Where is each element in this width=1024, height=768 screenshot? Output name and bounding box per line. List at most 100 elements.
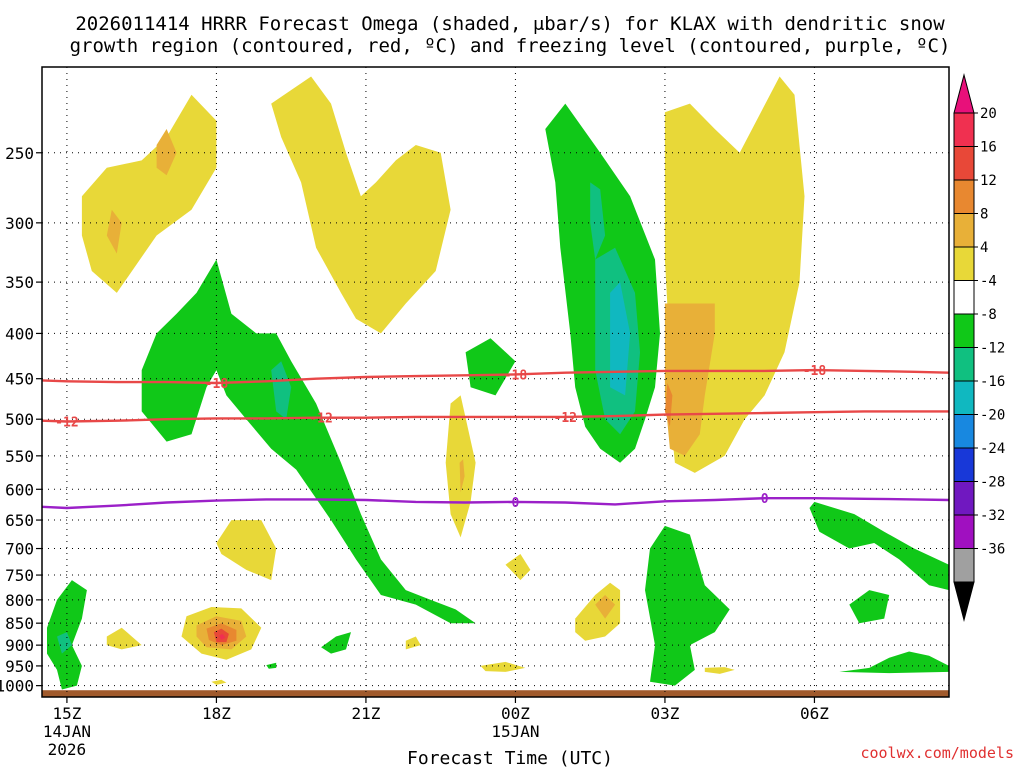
x-tick-date-00Z: 15JAN — [491, 722, 539, 741]
x-tick-label-15Z: 15Z — [52, 704, 81, 723]
colorbar-swatch-5 — [953, 280, 975, 315]
y-tick-label-950: 950 — [5, 657, 34, 676]
colorbar: 20 16 12 8 4 -4 -8 -12 -16 -20 -24 -28 -32 -36 — [953, 73, 1005, 622]
contour-label-1-0: -12 — [55, 416, 78, 431]
credit-text: coolwx.com/models — [860, 744, 1014, 762]
colorbar-label-10: -24 — [980, 441, 1005, 457]
contour-label-1-2: -12 — [554, 411, 577, 426]
y-tick-label-250: 250 — [5, 144, 34, 163]
contour-line-0 — [42, 368, 949, 385]
colorbar-swatch-9 — [953, 414, 975, 449]
colorbar-label-2: 12 — [980, 173, 997, 189]
y-tick-label-1000: 1000 — [0, 677, 34, 696]
colorbar-label-9: -20 — [980, 408, 1005, 424]
colorbar-label-13: -36 — [980, 542, 1005, 558]
y-tick-label-750: 750 — [5, 566, 34, 585]
contour-label-2-1: 0 — [761, 492, 769, 507]
colorbar-swatch-13 — [953, 548, 975, 583]
colorbar-label-8: -16 — [980, 374, 1005, 390]
colorbar-swatch-12 — [953, 514, 975, 549]
omega-region-8 — [141, 259, 476, 624]
chart-title-line-1: 2026011414 HRRR Forecast Omega (shaded, … — [75, 13, 945, 35]
omega-region-29 — [106, 627, 142, 650]
omega-region-34 — [480, 661, 526, 672]
colorbar-label-7: -12 — [980, 341, 1005, 357]
colorbar-label-4: 4 — [980, 240, 988, 256]
omega-region-3 — [271, 76, 451, 334]
x-tick-label-00Z: 00Z — [501, 704, 530, 723]
omega-region-38 — [211, 679, 227, 685]
colorbar-swatch-7 — [953, 347, 975, 382]
y-tick-label-850: 850 — [5, 614, 34, 633]
y-axis: 250 300 350 400 450 500 550 600 650 700 750 800 850 9… — [0, 144, 42, 696]
colorbar-label-11: -28 — [980, 475, 1005, 491]
omega-region-14 — [610, 282, 631, 396]
y-tick-label-300: 300 — [5, 214, 34, 233]
omega-region-22 — [266, 662, 277, 669]
ground-layer — [42, 690, 949, 697]
y-tick-label-600: 600 — [5, 480, 34, 499]
omega-region-23 — [216, 520, 277, 581]
contour-label-1-1: -12 — [309, 412, 332, 427]
omega-region-35 — [575, 582, 621, 641]
chart-title-line-2: growth region (contoured, red, ºC) and f… — [70, 35, 951, 57]
x-axis-label: Forecast Time (UTC) — [407, 748, 613, 768]
omega-region-21 — [321, 632, 351, 654]
omega-region-6 — [664, 383, 673, 427]
colorbar-label-6: -8 — [980, 307, 997, 323]
y-tick-label-400: 400 — [5, 324, 34, 343]
colorbar-label-3: 8 — [980, 207, 988, 223]
colorbar-swatch-4 — [953, 246, 975, 281]
omega-region-9 — [271, 361, 292, 420]
contour-label-0-0: -18 — [205, 377, 229, 392]
contour-layer: -18 -18 -18 -12 -12 -12 0 0 — [42, 364, 949, 511]
omega-region-36 — [595, 595, 616, 619]
omega-region-5 — [664, 303, 715, 456]
plot-area: -18 -18 -18 -12 -12 -12 0 0 — [41, 66, 950, 698]
colorbar-bottom-arrow — [953, 581, 975, 622]
colorbar-swatch-6 — [953, 313, 975, 348]
omega-region-32 — [459, 459, 465, 493]
contour-label-0-1: -18 — [504, 368, 528, 383]
omega-region-2 — [106, 209, 122, 254]
omega-region-19 — [849, 590, 890, 624]
y-tick-label-700: 700 — [5, 540, 34, 559]
contour-line-2 — [42, 497, 949, 510]
plot-frame — [41, 66, 950, 698]
colorbar-swatch-11 — [953, 481, 975, 516]
omega-region-33 — [505, 554, 531, 581]
omega-region-28 — [218, 633, 226, 640]
colorbar-label-12: -32 — [980, 508, 1005, 524]
omega-region-1 — [156, 129, 177, 176]
colorbar-label-0: 20 — [980, 106, 997, 122]
y-tick-label-650: 650 — [5, 511, 34, 530]
x-tick-label-18Z: 18Z — [202, 704, 231, 723]
omega-region-12 — [590, 182, 606, 260]
omega-region-10 — [465, 338, 516, 396]
x-tick-label-21Z: 21Z — [351, 704, 380, 723]
colorbar-swatch-8 — [953, 380, 975, 415]
colorbar-swatch-3 — [953, 213, 975, 248]
colorbar-swatch-0 — [953, 112, 975, 147]
omega-region-37 — [704, 667, 735, 674]
colorbar-swatch-1 — [953, 146, 975, 181]
x-tick-label-06Z: 06Z — [800, 704, 829, 723]
x-tick-label-03Z: 03Z — [650, 704, 679, 723]
colorbar-label-5: -4 — [980, 274, 997, 290]
omega-region-30 — [405, 636, 421, 650]
contour-line-1 — [42, 410, 949, 423]
contour-label-2-0: 0 — [512, 496, 520, 511]
x-tick-date-15Z: 14JAN — [43, 722, 91, 741]
colorbar-swatch-10 — [953, 447, 975, 482]
omega-region-20 — [839, 651, 949, 674]
colorbar-label-1: 16 — [980, 140, 997, 156]
y-tick-label-550: 550 — [5, 447, 34, 466]
contour-label-0-2: -18 — [803, 364, 827, 379]
omega-region-17 — [645, 525, 730, 686]
ground-strip — [42, 690, 949, 697]
omega-region-16 — [57, 632, 72, 654]
y-tick-label-800: 800 — [5, 591, 34, 610]
y-tick-label-350: 350 — [5, 273, 34, 292]
